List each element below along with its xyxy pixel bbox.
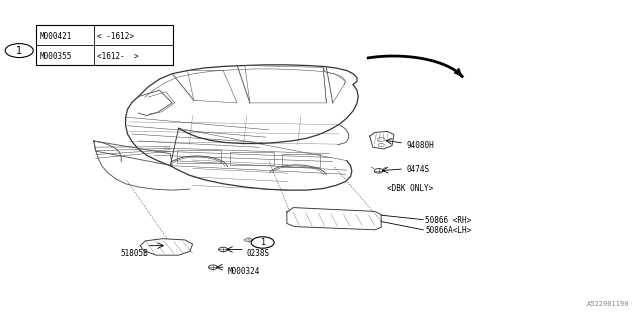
Text: M000421: M000421 [40,32,72,41]
Bar [177,150,221,163]
Text: <DBK ONLY>: <DBK ONLY> [387,184,433,193]
Text: 50866 <RH>: 50866 <RH> [425,216,472,225]
Text: 51805B: 51805B [120,249,148,258]
Text: M000324: M000324 [228,267,260,276]
Text: <1612-  >: <1612- > [97,52,139,60]
Text: 50866A<LH>: 50866A<LH> [425,226,472,235]
FancyBboxPatch shape [36,25,173,65]
Text: A522001190: A522001190 [586,301,629,307]
Text: 0238S: 0238S [246,249,270,258]
Text: M000355: M000355 [40,52,72,60]
Text: 0474S: 0474S [406,165,429,174]
Bar [230,152,274,165]
Text: < -1612>: < -1612> [97,32,134,41]
Text: 94080H: 94080H [406,141,434,150]
Text: 1: 1 [16,45,22,56]
Text: 1: 1 [260,238,265,247]
Bar [282,154,320,167]
